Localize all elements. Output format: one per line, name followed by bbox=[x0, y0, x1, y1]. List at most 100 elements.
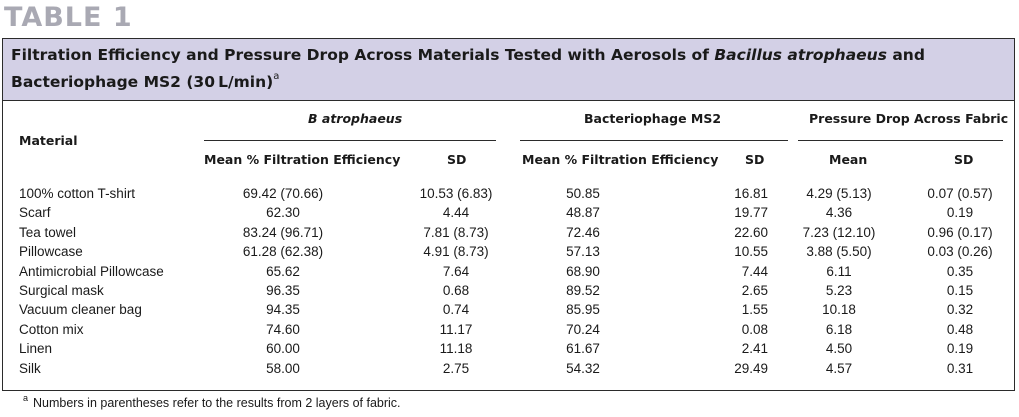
cell-ms2-sd: 0.08 bbox=[741, 321, 768, 337]
cell-b-sd: 7.81 (8.73) bbox=[423, 224, 489, 240]
cell-ms2-mean: 85.95 bbox=[566, 302, 600, 318]
cell-b-sd: 10.53 (6.83) bbox=[419, 186, 493, 201]
cell-material: Silk bbox=[19, 360, 41, 376]
cell-b-mean: 83.24 (96.71) bbox=[242, 224, 324, 240]
header-b-atrophaeus: B atrophaeus bbox=[308, 111, 403, 126]
cell-pressure-mean: 4.29 (5.13) bbox=[806, 186, 872, 201]
cell-material: Surgical mask bbox=[19, 282, 104, 298]
subheader-ms2-mean-efficiency: Mean % Filtration Efficiency bbox=[522, 152, 719, 167]
footnote-marker: a bbox=[23, 393, 29, 403]
cell-ms2-sd: 7.44 bbox=[741, 263, 768, 279]
cell-pressure-mean: 4.50 bbox=[825, 341, 853, 357]
header-material: Material bbox=[19, 133, 78, 148]
cell-ms2-mean: 89.52 bbox=[566, 282, 600, 298]
table-row: Cotton mix 74.60 11.17 70.24 0.08 6.18 0.48 bbox=[3, 320, 1014, 339]
cell-b-sd: 11.18 bbox=[439, 341, 473, 357]
cell-ms2-sd: 16.81 bbox=[734, 186, 768, 201]
cell-pressure-sd: 0.15 bbox=[946, 282, 974, 298]
rule-ms2 bbox=[520, 140, 788, 141]
table-row: Scarf 62.30 4.44 48.87 19.77 4.36 0.19 bbox=[3, 203, 1014, 222]
table-row: Tea towel 83.24 (96.71) 7.81 (8.73) 72.46 22… bbox=[3, 223, 1014, 242]
title-footnote-marker: a bbox=[273, 71, 280, 82]
rule-pressure bbox=[798, 140, 1003, 141]
cell-material: Vacuum cleaner bag bbox=[19, 302, 142, 318]
table-footnote: a Numbers in parentheses refer to the res… bbox=[23, 393, 401, 410]
cell-b-mean: 96.35 bbox=[266, 282, 300, 298]
cell-material: 100% cotton T-shirt bbox=[19, 186, 136, 201]
cell-b-mean: 62.30 bbox=[266, 205, 300, 221]
cell-pressure-sd: 0.19 bbox=[946, 205, 974, 221]
cell-b-mean: 94.35 bbox=[266, 302, 300, 318]
cell-pressure-mean: 6.18 bbox=[825, 321, 853, 337]
subheader-ms2-sd: SD bbox=[745, 152, 765, 167]
cell-pressure-mean: 7.23 (12.10) bbox=[802, 224, 876, 240]
cell-ms2-sd: 1.55 bbox=[741, 302, 768, 318]
table-row: Surgical mask 96.35 0.68 89.52 2.65 5.23 0.15 bbox=[3, 281, 1014, 300]
cell-material: Pillowcase bbox=[19, 244, 83, 260]
table-frame: Filtration Efficiency and Pressure Drop … bbox=[2, 38, 1015, 391]
cell-b-mean: 61.28 (62.38) bbox=[242, 244, 324, 260]
table-body: 100% cotton T-shirt 69.42 (70.66) 10.53 (6… bbox=[3, 184, 1014, 378]
cell-pressure-sd: 0.07 (0.57) bbox=[927, 186, 993, 201]
cell-pressure-mean: 10.18 bbox=[822, 302, 856, 318]
cell-b-sd: 7.64 bbox=[442, 263, 470, 279]
cell-b-sd: 0.74 bbox=[442, 302, 470, 318]
cell-ms2-mean: 70.24 bbox=[566, 321, 600, 337]
cell-pressure-mean: 4.36 bbox=[825, 205, 853, 221]
cell-pressure-mean: 3.88 (5.50) bbox=[806, 244, 872, 260]
cell-pressure-sd: 0.48 bbox=[946, 321, 974, 337]
cell-b-sd: 0.68 bbox=[442, 282, 470, 298]
cell-b-mean: 74.60 bbox=[266, 321, 300, 337]
cell-pressure-sd: 0.35 bbox=[946, 263, 974, 279]
cell-pressure-sd: 0.31 bbox=[946, 360, 974, 376]
cell-b-mean: 65.62 bbox=[266, 263, 300, 279]
cell-ms2-mean: 61.67 bbox=[566, 341, 600, 357]
cell-ms2-sd: 2.41 bbox=[741, 341, 768, 357]
cell-ms2-sd: 22.60 bbox=[734, 224, 768, 240]
cell-ms2-sd: 29.49 bbox=[734, 360, 768, 376]
table-title: Filtration Efficiency and Pressure Drop … bbox=[11, 46, 925, 92]
table-title-band: Filtration Efficiency and Pressure Drop … bbox=[3, 39, 1014, 101]
cell-pressure-mean: 5.23 bbox=[825, 282, 853, 298]
table-row: Linen 60.00 11.18 61.67 2.41 4.50 0.19 bbox=[3, 339, 1014, 358]
cell-ms2-sd: 19.77 bbox=[734, 205, 768, 221]
cell-pressure-sd: 0.19 bbox=[946, 341, 974, 357]
table-row: Vacuum cleaner bag 94.35 0.74 85.95 1.55 10.1… bbox=[3, 300, 1014, 319]
subheader-pressure-mean: Mean bbox=[829, 152, 868, 167]
rule-b-atrophaeus bbox=[204, 140, 496, 141]
cell-pressure-mean: 6.11 bbox=[826, 263, 852, 279]
cell-material: Cotton mix bbox=[19, 321, 84, 337]
cell-pressure-mean: 4.57 bbox=[825, 360, 853, 376]
cell-material: Linen bbox=[19, 341, 53, 357]
cell-ms2-mean: 48.87 bbox=[566, 205, 600, 221]
subheader-pressure-sd: SD bbox=[954, 152, 974, 167]
title-species-italic: Bacillus atrophaeus bbox=[714, 46, 887, 64]
table-row: Pillowcase 61.28 (62.38) 4.91 (8.73) 57.13 1… bbox=[3, 242, 1014, 261]
cell-b-mean: 69.42 (70.66) bbox=[242, 186, 324, 201]
table-row: Antimicrobial Pillowcase 65.62 7.64 68.90 7.… bbox=[3, 262, 1014, 281]
table-row: Silk 58.00 2.75 54.32 29.49 4.57 0.31 bbox=[3, 359, 1014, 378]
cell-material: Antimicrobial Pillowcase bbox=[19, 263, 164, 279]
subheader-b-mean-efficiency: Mean % Filtration Efficiency bbox=[204, 152, 401, 167]
cell-pressure-sd: 0.03 (0.26) bbox=[927, 244, 993, 260]
cell-ms2-sd: 2.65 bbox=[741, 282, 768, 298]
subheader-b-sd: SD bbox=[447, 152, 467, 167]
cell-b-mean: 58.00 bbox=[266, 360, 300, 376]
cell-b-mean: 60.00 bbox=[266, 341, 300, 357]
cell-ms2-mean: 68.90 bbox=[566, 263, 600, 279]
cell-material: Tea towel bbox=[19, 224, 77, 240]
cell-b-sd: 4.44 bbox=[442, 205, 470, 221]
cell-ms2-mean: 54.32 bbox=[566, 360, 600, 376]
cell-b-sd: 11.17 bbox=[439, 321, 473, 337]
header-bacteriophage-ms2: Bacteriophage MS2 bbox=[584, 111, 722, 126]
cell-pressure-sd: 0.32 bbox=[946, 302, 974, 318]
cell-b-sd: 2.75 bbox=[442, 360, 470, 376]
cell-ms2-mean: 72.46 bbox=[566, 224, 600, 240]
cell-material: Scarf bbox=[19, 205, 51, 221]
cell-ms2-sd: 10.55 bbox=[734, 244, 768, 260]
cell-ms2-mean: 50.85 bbox=[566, 186, 600, 201]
table-row: 100% cotton T-shirt 69.42 (70.66) 10.53 (6… bbox=[3, 184, 1014, 203]
table-number-label: TABLE 1 bbox=[4, 2, 133, 33]
cell-b-sd: 4.91 (8.73) bbox=[423, 244, 489, 260]
header-pressure-drop: Pressure Drop Across Fabric bbox=[809, 111, 1009, 126]
